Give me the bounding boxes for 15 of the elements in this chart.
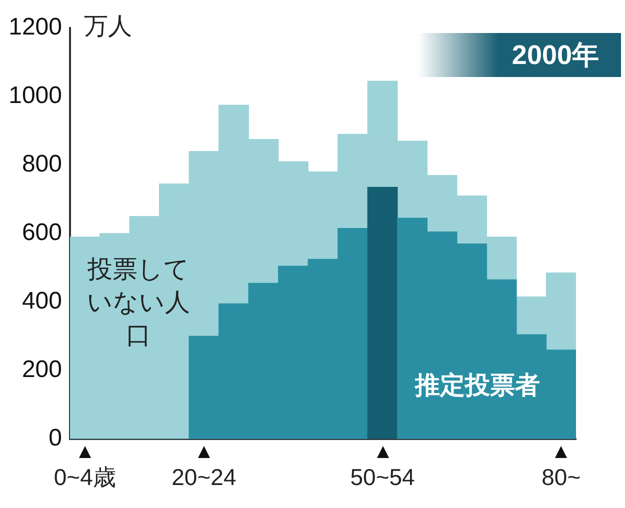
series-label: 推定投票者 <box>414 370 540 400</box>
x-tick-label: 80~ <box>542 464 581 490</box>
y-tick-label: 800 <box>22 150 62 178</box>
y-tick-label: 200 <box>22 356 62 384</box>
text: 2000年 <box>512 39 599 72</box>
y-tick-label: 1200 <box>8 14 62 41</box>
y-tick-label: 0 <box>48 424 62 452</box>
x-tick-label: 0~4歳 <box>54 464 116 490</box>
y-tick-label: 400 <box>22 288 62 315</box>
x-tick-label: 50~54 <box>350 464 416 490</box>
y-axis-title: 万人 <box>84 11 132 42</box>
series-label: 投票していない人口 <box>86 254 190 350</box>
y-tick-label: 600 <box>22 219 62 246</box>
y-tick-label: 1000 <box>8 82 62 110</box>
x-tick-label: 20~24 <box>172 464 236 490</box>
